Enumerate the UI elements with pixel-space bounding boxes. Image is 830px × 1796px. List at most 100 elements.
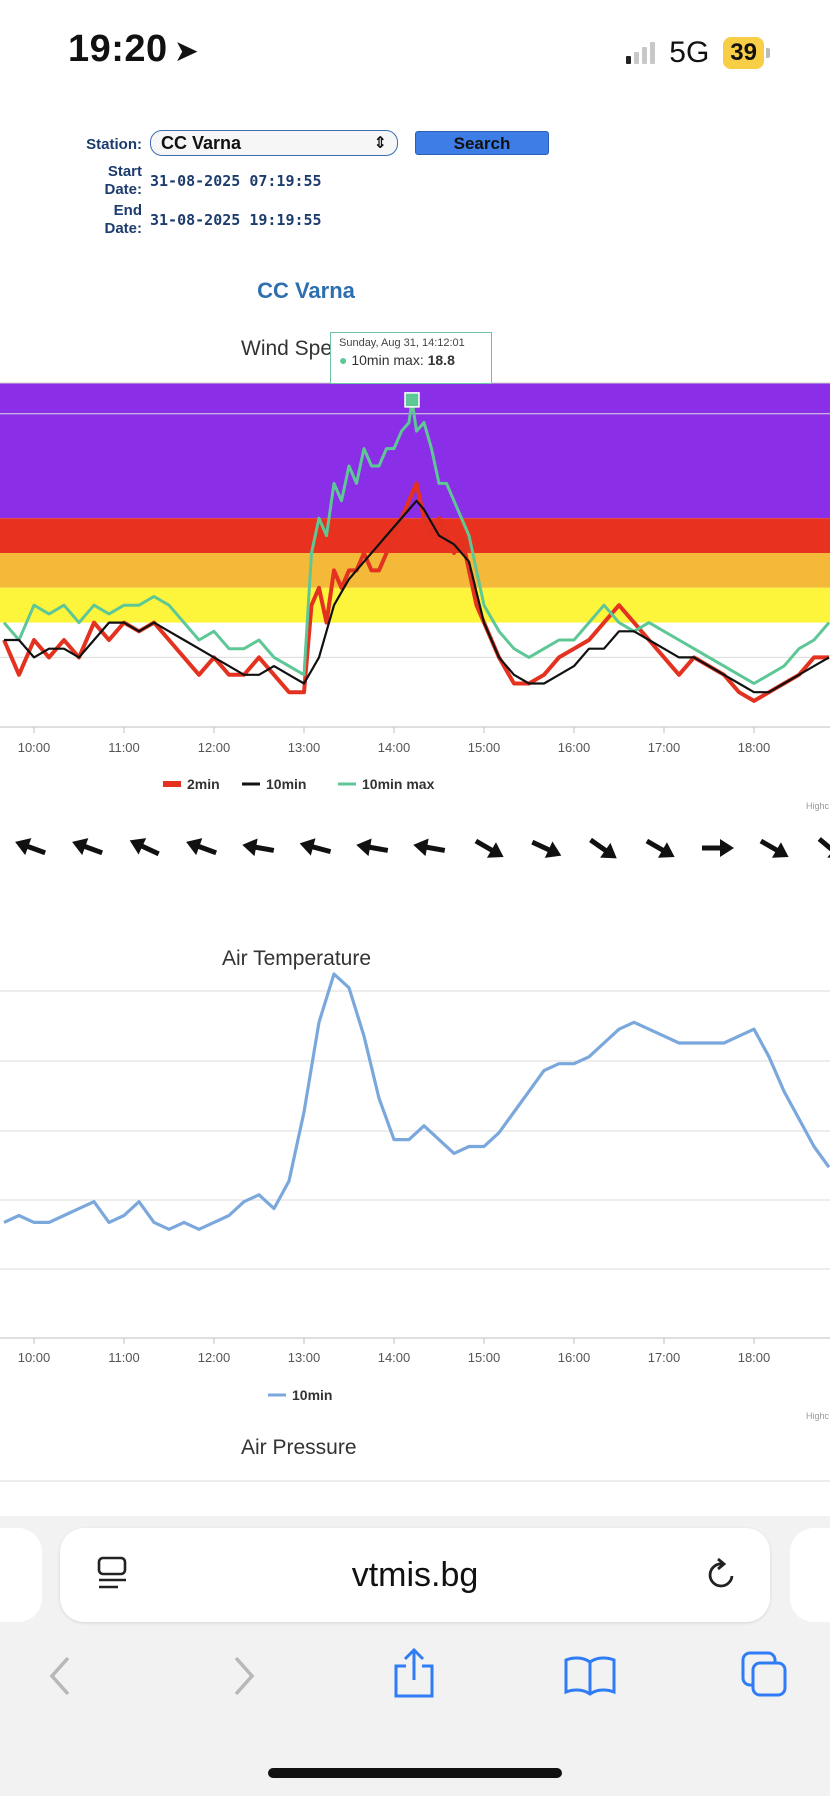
location-arrow-icon: ➤: [173, 35, 200, 68]
band-red: [0, 518, 830, 553]
highlight-marker: [404, 392, 420, 408]
band-orange: [0, 553, 830, 588]
wind-direction-arrow: [186, 838, 218, 856]
select-chevron-icon: ⇕: [373, 135, 387, 152]
arrow-head: [486, 842, 504, 858]
arrow-head: [15, 838, 32, 856]
forward-icon[interactable]: [228, 1654, 258, 1698]
x-tick-label: 13:00: [288, 740, 321, 755]
legend-item: 10min: [266, 776, 306, 792]
wind-speed-chart[interactable]: 10:00 11:00 12:00 13:00 14:00 15:00 16:00 17:00…: [0, 382, 830, 792]
arrow-head: [242, 838, 258, 857]
arrow-head: [657, 842, 675, 858]
reader-icon[interactable]: [96, 1556, 130, 1592]
wind-direction-arrow: [531, 839, 562, 858]
wind-direction-arrow: [72, 838, 104, 856]
x-tick-label: 16:00: [558, 1350, 591, 1365]
station-title: CC Varna: [257, 278, 355, 303]
wind-direction-arrow: [15, 838, 47, 856]
wind-direction-arrow: [299, 838, 332, 856]
wind-direction-arrow: [817, 837, 830, 860]
status-right: 5G 39: [626, 36, 770, 70]
air-temperature-chart[interactable]: 10:00 11:00 12:00 13:00 14:00 15:00 16:00 17:00…: [0, 972, 830, 1403]
end-date-label: End Date:: [104, 202, 142, 237]
x-tick-label: 11:00: [108, 740, 140, 755]
reload-icon[interactable]: [704, 1556, 740, 1592]
chart-tooltip: Sunday, Aug 31, 14:12:01 ● 10min max: 18…: [330, 332, 492, 384]
station-select-value: CC Varna: [161, 133, 242, 153]
wind-chart-title: Wind Spe: [241, 337, 333, 360]
arrow-head: [72, 838, 89, 856]
x-tick-label: 17:00: [648, 1350, 681, 1365]
series-temp-10min: [3, 972, 830, 1231]
back-icon[interactable]: [46, 1654, 76, 1698]
arrow-head: [299, 838, 316, 856]
arrow-head: [129, 838, 147, 855]
address-bar[interactable]: [60, 1528, 770, 1622]
arrow-head: [720, 839, 734, 857]
arrow-head: [413, 838, 429, 857]
chart-credits[interactable]: Highc: [806, 801, 830, 811]
wind-direction-arrow: [474, 838, 504, 858]
address-url[interactable]: vtmis.bg: [351, 1556, 479, 1594]
tooltip-date: Sunday, Aug 31, 14:12:01: [339, 337, 465, 349]
pressure-chart-title: Air Pressure: [241, 1436, 357, 1459]
tabs-icon[interactable]: [740, 1650, 790, 1698]
legend-item: 10min: [292, 1387, 332, 1403]
x-tick-label: 14:00: [378, 740, 411, 755]
home-indicator[interactable]: [268, 1768, 562, 1778]
arrow-head: [771, 842, 789, 858]
wind-direction-arrow: [242, 838, 275, 857]
series-10min-max: [2, 398, 830, 685]
x-tick-label: 12:00: [198, 1350, 231, 1365]
battery-icon: 39: [723, 37, 770, 69]
arrow-head: [356, 838, 372, 857]
wind-direction-arrow: [645, 838, 675, 858]
x-tick-label: 12:00: [198, 740, 231, 755]
x-tick-label: 13:00: [288, 1350, 321, 1365]
legend-item: 10min max: [362, 776, 435, 792]
search-button[interactable]: Search: [415, 131, 549, 155]
wind-direction-arrow: [702, 839, 734, 857]
status-time: 19:20 ➤: [68, 28, 200, 70]
temp-chart-title: Air Temperature: [222, 947, 372, 970]
share-icon[interactable]: [392, 1648, 436, 1700]
wind-direction-arrow: [759, 838, 789, 858]
signal-icon: [626, 42, 656, 64]
tooltip-line: ● 10min max: 18.8: [339, 352, 455, 368]
x-tick-label: 18:00: [738, 740, 771, 755]
start-date-value[interactable]: 31-08-2025 07:19:55: [150, 172, 322, 190]
bookmarks-icon[interactable]: [563, 1654, 617, 1696]
series-2min: [2, 481, 829, 703]
x-tick-label: 16:00: [558, 740, 591, 755]
wind-direction-arrow: [589, 837, 617, 859]
arrow-head: [186, 838, 203, 856]
tooltip-value: 18.8: [427, 352, 455, 368]
x-tick-label: 15:00: [468, 1350, 501, 1365]
wind-direction-row: [15, 837, 830, 860]
x-tick-label: 10:00: [18, 1350, 51, 1365]
wind-direction-arrow: [356, 838, 389, 857]
x-tick-label: 17:00: [648, 740, 681, 755]
wind-direction-arrow: [413, 838, 446, 857]
x-tick-label: 15:00: [468, 740, 501, 755]
next-tab-preview[interactable]: [790, 1528, 830, 1622]
chart-credits-2[interactable]: Highc: [806, 1411, 830, 1421]
x-tick-label: 18:00: [738, 1350, 771, 1365]
end-date-value[interactable]: 31-08-2025 19:19:55: [150, 211, 322, 229]
station-label: Station:: [86, 136, 142, 153]
start-date-label: Start Date:: [104, 163, 142, 198]
arrow-head: [600, 842, 617, 859]
network-type: 5G: [669, 36, 710, 69]
station-select[interactable]: CC Varna ⇕: [150, 130, 398, 156]
wind-direction-arrow: [129, 838, 160, 857]
x-tick-label: 11:00: [108, 1350, 140, 1365]
charts-canvas: 10:00 11:00 12:00 13:00 14:00 15:00 16:00 17:00…: [0, 382, 830, 1482]
x-tick-label: 14:00: [378, 1350, 411, 1365]
arrow-shaft: [817, 837, 830, 856]
battery-level: 39: [723, 37, 764, 69]
x-tick-label: 10:00: [18, 740, 51, 755]
prev-tab-preview[interactable]: [0, 1528, 42, 1622]
series-10min: [4, 499, 830, 694]
legend-item: 2min: [187, 776, 220, 792]
